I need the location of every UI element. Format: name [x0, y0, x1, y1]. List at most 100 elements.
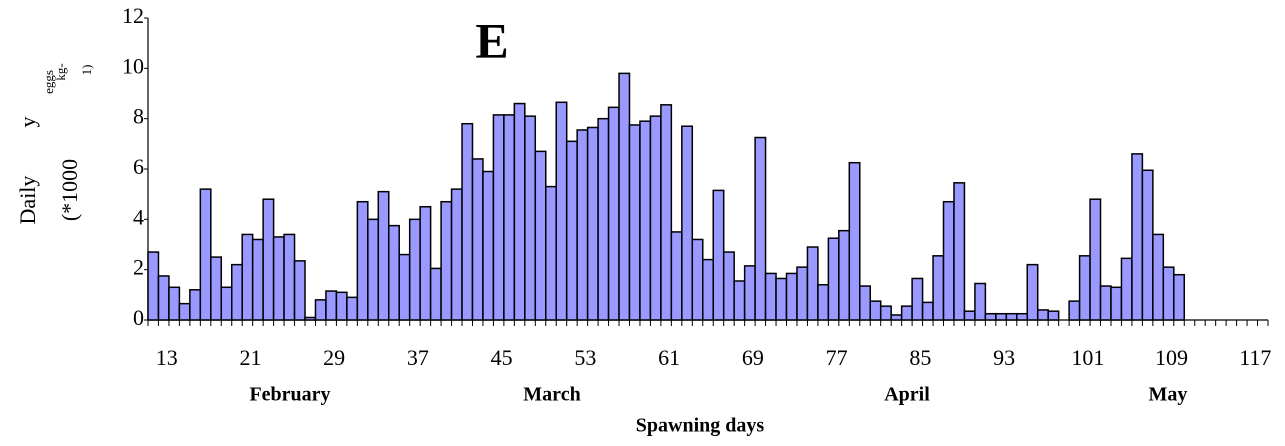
bar — [314, 299, 327, 321]
bar — [304, 316, 317, 321]
y-axis-label: Daily — [15, 176, 40, 225]
bar — [921, 301, 934, 321]
bar — [1152, 233, 1165, 321]
bar — [450, 188, 463, 321]
bar — [628, 124, 641, 321]
y-tick-label: 0 — [133, 305, 144, 330]
bar — [1068, 300, 1081, 321]
y-tick-label: 6 — [133, 154, 144, 179]
y-tick-label: 2 — [133, 255, 144, 280]
x-tick-label: 85 — [909, 345, 931, 370]
bar — [1036, 309, 1049, 321]
bar — [733, 280, 746, 321]
x-tick-label: 13 — [156, 345, 178, 370]
bar — [377, 190, 390, 321]
bar — [1120, 257, 1133, 321]
bar — [210, 256, 223, 321]
bar — [293, 260, 306, 321]
y-axis-label: y — [15, 117, 40, 128]
bar — [1141, 169, 1154, 321]
bar — [597, 117, 610, 321]
bar — [743, 265, 756, 321]
bar — [335, 291, 348, 321]
bar — [346, 296, 359, 321]
bar — [241, 233, 254, 321]
x-tick-label: 37 — [407, 345, 429, 370]
chart-title: E — [475, 12, 508, 68]
y-tick-label: 12 — [122, 3, 144, 28]
x-tick-label: 53 — [574, 345, 596, 370]
month-label: March — [523, 384, 580, 406]
bar — [492, 114, 505, 321]
bar — [764, 272, 777, 321]
bar — [817, 284, 830, 321]
bar — [942, 200, 955, 321]
bar — [649, 115, 662, 321]
y-tick-label: 10 — [122, 53, 144, 78]
bar — [408, 218, 421, 321]
x-tick-label: 21 — [239, 345, 261, 370]
month-label: February — [249, 384, 330, 406]
bar — [681, 125, 694, 321]
bar — [775, 277, 788, 321]
bar — [932, 255, 945, 321]
bar — [900, 305, 913, 321]
bar — [869, 300, 882, 321]
y-axis-label: eggs — [41, 70, 56, 94]
x-tick-label: 93 — [993, 345, 1015, 370]
bar — [660, 104, 673, 321]
bar — [953, 182, 966, 321]
bar — [283, 233, 296, 321]
bar — [199, 188, 212, 321]
bar — [147, 251, 160, 321]
bar — [524, 115, 537, 321]
bar — [848, 161, 861, 321]
x-tick-label: 29 — [323, 345, 345, 370]
bar — [639, 120, 652, 321]
bar — [565, 140, 578, 321]
bar — [586, 126, 599, 321]
bar — [974, 282, 987, 321]
bar — [1162, 266, 1175, 321]
bar — [230, 263, 243, 321]
bar — [1110, 286, 1123, 321]
bar — [440, 200, 453, 321]
bar — [576, 129, 589, 321]
x-tick-label: 117 — [1239, 345, 1271, 370]
bar — [1131, 153, 1144, 321]
bar — [1016, 312, 1029, 321]
bar — [178, 302, 191, 321]
bar — [785, 272, 798, 321]
bar — [984, 312, 997, 321]
bar — [220, 286, 233, 321]
bar — [534, 150, 547, 321]
bar — [387, 224, 400, 321]
bar — [712, 189, 725, 321]
x-tick-label: 101 — [1071, 345, 1104, 370]
y-axis-label: (*1000 — [57, 159, 82, 221]
y-axis-label: kg- — [53, 63, 68, 80]
bar — [471, 158, 484, 321]
month-label: April — [884, 384, 930, 406]
x-tick-label: 61 — [658, 345, 680, 370]
bar — [995, 312, 1008, 321]
bar — [356, 200, 369, 321]
bar — [754, 136, 767, 321]
bar — [419, 206, 432, 321]
bar — [398, 253, 411, 321]
x-tick-label: 109 — [1155, 345, 1188, 370]
bar — [482, 170, 495, 321]
bar — [806, 246, 819, 321]
bar — [879, 305, 892, 321]
bar — [1173, 273, 1186, 321]
bar — [1026, 263, 1039, 321]
x-tick-label: 77 — [826, 345, 848, 370]
bar — [670, 231, 683, 321]
bar — [827, 237, 840, 321]
bar — [367, 218, 380, 321]
x-axis-label: Spawning days — [636, 415, 765, 437]
bar — [461, 122, 474, 321]
bar — [189, 289, 202, 321]
bar — [251, 238, 264, 321]
